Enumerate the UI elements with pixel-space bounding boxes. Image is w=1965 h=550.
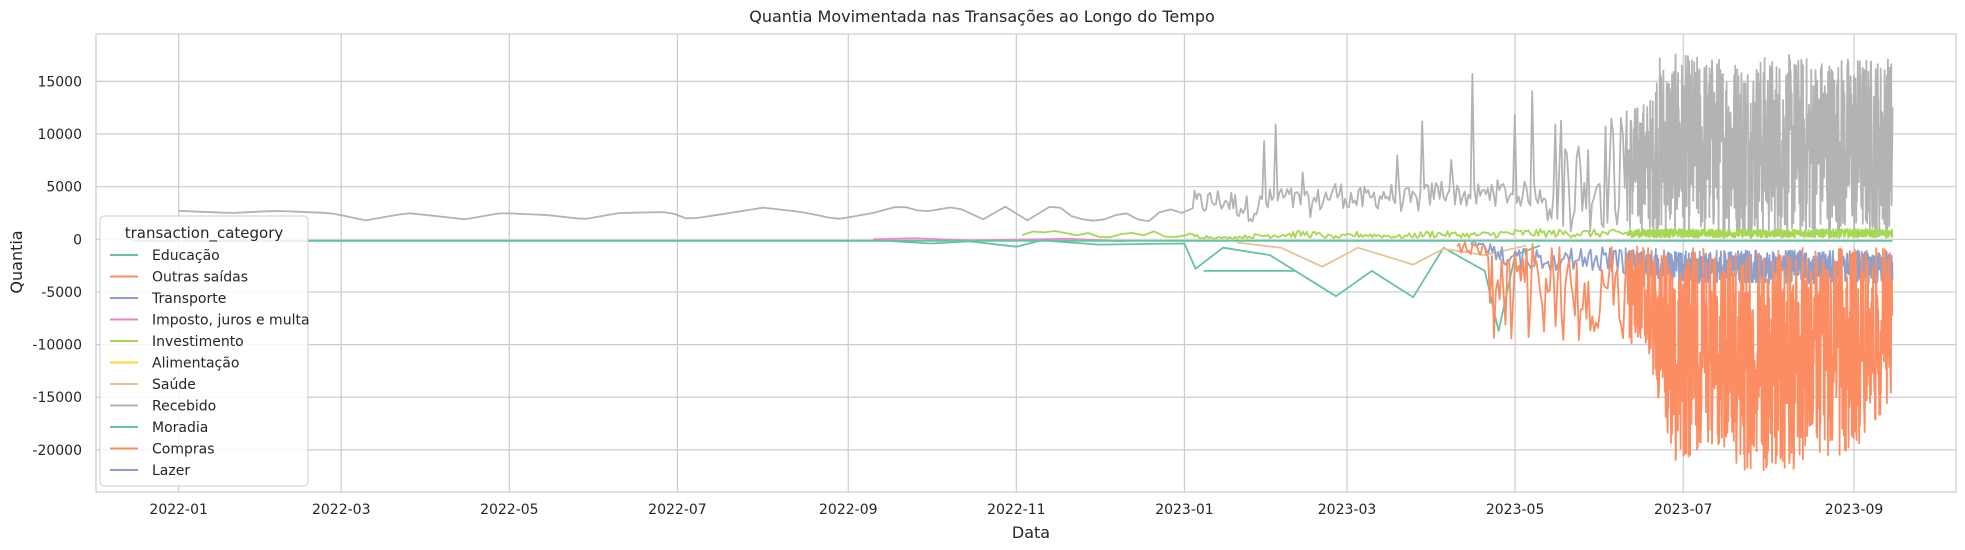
legend-item: Lazer xyxy=(110,463,190,479)
legend-item: Saúde xyxy=(110,377,196,393)
legend-label: Saúde xyxy=(152,377,196,393)
axis-ticks: 2022-01 2022-03 2022-05 2022-07 2022-09 2022-… xyxy=(32,74,1883,518)
x-tick-label: 2022-07 xyxy=(648,502,707,518)
legend-label: Lazer xyxy=(152,463,190,479)
legend-label: Investimento xyxy=(152,334,244,350)
x-tick-label: 2022-11 xyxy=(987,502,1046,518)
y-tick-label: -5000 xyxy=(41,285,82,301)
legend-label: Outras saídas xyxy=(152,270,248,286)
legend-title: transaction_category xyxy=(125,224,284,243)
series-line-5 xyxy=(1236,241,1527,268)
legend-label: Transporte xyxy=(151,291,226,307)
x-tick-label: 2023-09 xyxy=(1825,502,1884,518)
plot-frame xyxy=(95,33,1957,493)
y-tick-label: -20000 xyxy=(32,443,82,459)
legend-item: Moradia xyxy=(110,420,208,436)
y-tick-label: 0 xyxy=(73,232,82,248)
x-tick-label: 2023-03 xyxy=(1318,502,1377,518)
series-line-3 xyxy=(131,239,1541,332)
legend-label: Educação xyxy=(152,248,220,264)
legend-item: Compras xyxy=(110,442,215,458)
x-tick-label: 2022-05 xyxy=(480,502,539,518)
x-tick-label: 2023-05 xyxy=(1486,502,1545,518)
legend-item: Alimentação xyxy=(110,356,239,372)
y-axis-label: Quantia xyxy=(7,230,26,293)
plot-area xyxy=(131,53,1894,472)
y-tick-label: 5000 xyxy=(46,180,82,196)
x-tick-label: 2023-07 xyxy=(1654,502,1713,518)
y-tick-label: 10000 xyxy=(37,127,82,143)
x-tick-label: 2022-03 xyxy=(312,502,371,518)
series-line-1 xyxy=(1021,228,1894,240)
legend-label: Imposto, juros e multa xyxy=(152,313,310,329)
legend-item: Transporte xyxy=(110,291,226,307)
legend-item: Recebido xyxy=(110,399,216,415)
y-tick-label: -10000 xyxy=(32,338,82,354)
legend-label: Recebido xyxy=(152,399,216,415)
legend: transaction_category Educação Outras saíd… xyxy=(99,215,310,487)
x-tick-label: 2023-01 xyxy=(1155,502,1214,518)
series-line-7 xyxy=(1456,241,1894,472)
y-tick-label: -15000 xyxy=(32,390,82,406)
legend-item: Outras saídas xyxy=(110,270,248,286)
legend-label: Moradia xyxy=(152,420,208,436)
series-line-0 xyxy=(178,53,1894,239)
legend-label: Alimentação xyxy=(152,356,239,372)
x-axis-label: Data xyxy=(1012,523,1050,542)
legend-label: Compras xyxy=(152,442,215,458)
legend-item: Investimento xyxy=(110,334,244,350)
legend-item: Educação xyxy=(110,248,220,264)
legend-box xyxy=(99,215,309,487)
y-tick-label: 15000 xyxy=(37,74,82,90)
x-tick-label: 2022-01 xyxy=(149,502,208,518)
legend-item: Imposto, juros e multa xyxy=(110,313,310,329)
x-tick-label: 2022-09 xyxy=(819,502,878,518)
chart-title: Quantia Movimentada nas Transações ao Lo… xyxy=(749,7,1215,26)
